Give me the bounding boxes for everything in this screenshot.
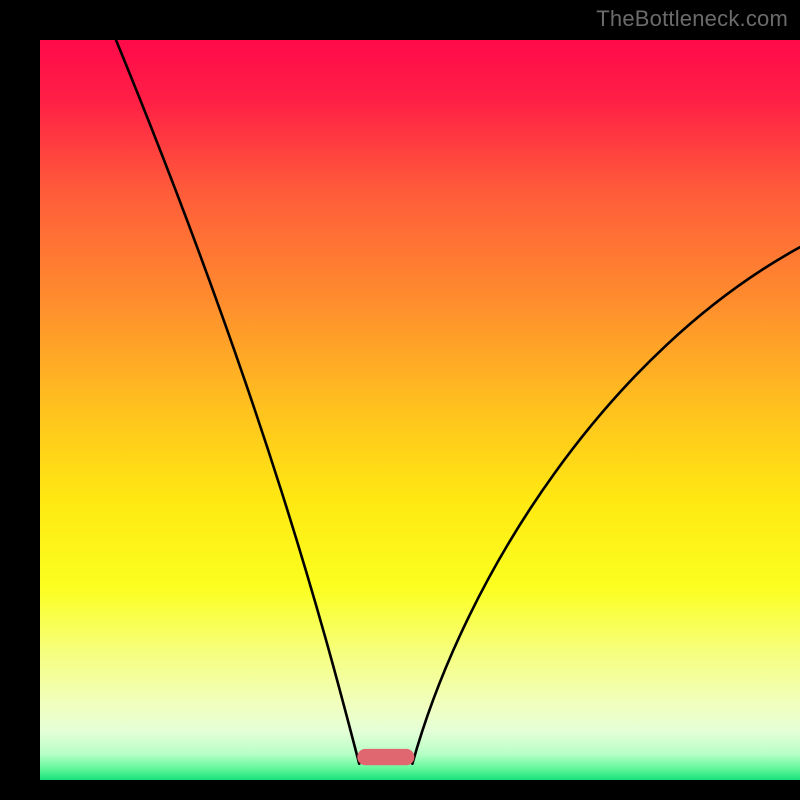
- watermark-text: TheBottleneck.com: [596, 6, 788, 32]
- chart-svg: [40, 40, 800, 780]
- plot-area: [40, 40, 800, 780]
- gradient-background: [40, 40, 800, 780]
- chart-frame: TheBottleneck.com: [0, 0, 800, 800]
- minimum-marker: [357, 749, 414, 765]
